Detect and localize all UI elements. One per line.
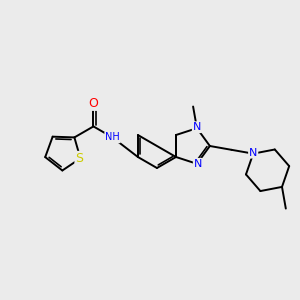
Text: S: S xyxy=(75,152,83,165)
Text: N: N xyxy=(249,148,257,158)
Text: N: N xyxy=(193,122,201,132)
Text: N: N xyxy=(194,159,202,169)
Text: O: O xyxy=(88,97,98,110)
Text: NH: NH xyxy=(105,132,120,142)
